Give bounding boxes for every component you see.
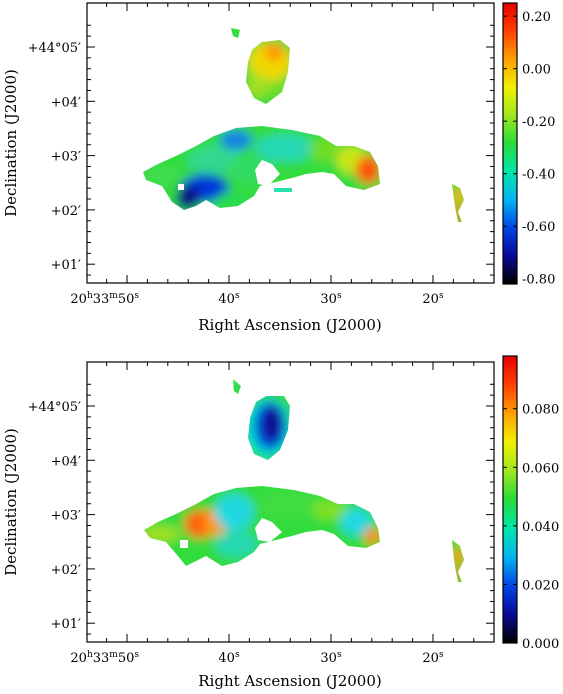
panel-1-xlabel: Right Ascension (J2000): [198, 316, 381, 334]
x-tick-label: 20s: [422, 291, 444, 307]
x-tick-label: 20s: [422, 650, 444, 666]
y-tick-label: +04′: [51, 454, 81, 469]
colorbar-tick-label: 0.00: [522, 63, 551, 78]
y-tick-label: +03′: [51, 150, 81, 165]
panel-2: Right Ascension (J2000) Declination (J20…: [2, 355, 559, 690]
panel-1-image: [143, 28, 464, 222]
x-tick-label: 30s: [320, 291, 342, 307]
colorbar-tick-label: -0.60: [522, 220, 555, 235]
panel-1-ticks: [87, 3, 494, 283]
colorbar-tick-label: 0.20: [522, 10, 551, 25]
panel-1: Right Ascension (J2000) Declination (J20…: [2, 2, 555, 334]
colorbar-tick-label: 0.000: [522, 637, 559, 652]
panel-2-image: [144, 379, 464, 582]
panel-2-ticks: [87, 362, 494, 642]
x-tick-label: 40s: [218, 650, 240, 666]
panel-1-ylabel: Declination (J2000): [2, 69, 20, 217]
panel-2-colorbar: [502, 355, 518, 644]
x-tick-label: 40s: [218, 291, 240, 307]
y-tick-label: +01′: [51, 617, 81, 632]
x-tick-label: 20h33m50s: [70, 291, 139, 307]
panel-2-xlabel: Right Ascension (J2000): [198, 672, 381, 690]
colorbar-tick-label: 0.020: [522, 578, 559, 593]
colorbar-tick-label: 0.080: [522, 403, 559, 418]
panel-2-colorbar-fill: [503, 356, 517, 643]
colorbar-tick-label: 0.040: [522, 520, 559, 535]
colorbar-tick-label: -0.40: [522, 168, 555, 183]
panel-1-colorbar: [502, 2, 518, 285]
panel-1-colorbar-fill: [503, 3, 517, 284]
y-tick-label: +44°05′: [28, 41, 81, 56]
panel-2-colorbar-frame: [502, 355, 518, 644]
colorbar-tick-label: -0.80: [522, 273, 555, 288]
y-tick-label: +01′: [51, 258, 81, 273]
x-tick-label: 20h33m50s: [70, 650, 139, 666]
x-tick-label: 30s: [320, 650, 342, 666]
panel-2-ylabel: Declination (J2000): [2, 428, 20, 576]
colorbar-tick-label: -0.20: [522, 115, 555, 130]
y-tick-label: +04′: [51, 95, 81, 110]
colorbar-tick-label: 0.060: [522, 461, 559, 476]
y-tick-label: +03′: [51, 509, 81, 524]
y-tick-label: +02′: [51, 563, 81, 578]
y-tick-label: +02′: [51, 204, 81, 219]
panel-1-colorbar-frame: [502, 2, 518, 285]
y-tick-label: +44°05′: [28, 400, 81, 415]
